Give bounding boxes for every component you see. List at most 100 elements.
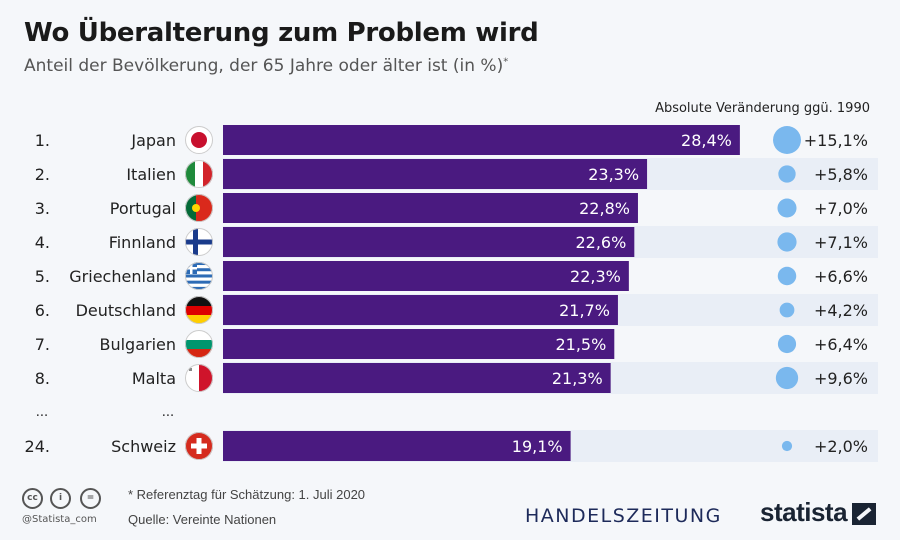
change-bubble — [777, 334, 797, 354]
bar — [223, 193, 638, 223]
flag-part — [185, 267, 197, 270]
flag-part — [185, 277, 213, 281]
flag-part — [185, 364, 199, 392]
flag-part — [185, 283, 213, 287]
country-label: Malta — [132, 369, 176, 388]
bar-value-label: 23,3% — [588, 165, 639, 184]
change-bubble — [773, 126, 801, 154]
change-label: +15,1% — [804, 131, 868, 150]
subtitle-mark: * — [503, 56, 509, 68]
statista-handle: @Statista_com — [22, 514, 97, 525]
change-label: +7,0% — [814, 199, 868, 218]
flag-border — [185, 432, 213, 460]
rank-label: 5. — [35, 267, 50, 286]
flag-border — [185, 296, 213, 324]
cc-noderivs-icon: = — [80, 488, 101, 509]
bar-value-label: 22,3% — [570, 267, 621, 286]
bulgaria-flag — [185, 330, 213, 358]
bar-value-label: 21,7% — [559, 301, 610, 320]
country-label: Griechenland — [69, 267, 176, 286]
rank-label: 4. — [35, 233, 50, 252]
change-bubble — [777, 198, 797, 218]
change-label: +6,4% — [814, 335, 868, 354]
rank-label: 8. — [35, 369, 50, 388]
change-bubble — [777, 232, 797, 252]
italy-flag — [185, 160, 213, 188]
flag-body — [185, 262, 213, 290]
bar-chart: 1. Japan 28,4% +15,1% 2. Italien 23,3% +5,8% 3. P… — [25, 125, 878, 462]
country-label: Finnland — [109, 233, 176, 252]
change-label: +5,8% — [814, 165, 868, 184]
bar — [223, 363, 611, 393]
country-label: Portugal — [110, 199, 176, 218]
change-bubble — [775, 366, 799, 390]
statista-logo-icon — [852, 503, 876, 525]
rank-ellipsis: ... — [36, 405, 48, 420]
flag-border — [185, 160, 213, 188]
flag-part — [189, 368, 192, 371]
change-bubble — [779, 302, 795, 318]
flag-part — [185, 340, 213, 349]
change-header: Absolute Veränderung ggü. 1990 — [655, 101, 870, 116]
flag-body — [185, 194, 213, 222]
bar — [223, 295, 618, 325]
bar-value-label: 28,4% — [681, 131, 732, 150]
bar — [223, 261, 629, 291]
flag-part — [185, 274, 213, 278]
flag-part — [195, 160, 203, 188]
country-label: Japan — [130, 131, 176, 150]
germany-flag — [185, 296, 213, 324]
rank-label: 24. — [25, 437, 50, 456]
bar — [223, 125, 740, 155]
flag-body — [185, 330, 213, 358]
change-label: +7,1% — [814, 233, 868, 252]
flag-border — [185, 364, 213, 392]
rank-label: 6. — [35, 301, 50, 320]
malta-flag — [185, 364, 213, 392]
flag-border — [185, 194, 213, 222]
change-label: +6,6% — [814, 267, 868, 286]
rank-label: 3. — [35, 199, 50, 218]
change-label: +2,0% — [814, 437, 868, 456]
flag-part — [185, 306, 213, 315]
footnote: * Referenztag für Schätzung: 1. Juli 202… — [128, 487, 366, 502]
country-label: Schweiz — [111, 437, 176, 456]
switzerland-flag — [185, 432, 213, 460]
country-ellipsis: ... — [162, 405, 174, 420]
bar-value-label: 21,5% — [555, 335, 606, 354]
flag-part — [185, 268, 213, 272]
finland-flag — [185, 228, 213, 256]
flag-part — [185, 160, 195, 188]
flag-part — [185, 239, 213, 245]
rank-label: 7. — [35, 335, 50, 354]
flag-part — [185, 330, 213, 340]
change-bubble — [777, 266, 797, 286]
bar — [223, 227, 635, 257]
flag-part — [185, 296, 213, 306]
handelszeitung-logo: HANDELSZEITUNG — [525, 505, 722, 527]
chart-subtitle: Anteil der Bevölkerung, der 65 Jahre ode… — [24, 56, 508, 76]
source: Quelle: Vereinte Nationen — [128, 512, 277, 527]
statista-logo: statista — [760, 497, 848, 527]
flag-border — [185, 262, 213, 290]
bar-value-label: 21,3% — [552, 369, 603, 388]
cc-license-icon: cc — [22, 488, 43, 509]
change-bubble — [781, 440, 793, 452]
portugal-flag — [185, 194, 213, 222]
flag-part — [199, 364, 213, 392]
flag-part — [191, 132, 207, 148]
flag-part — [203, 160, 213, 188]
rank-label: 1. — [35, 131, 50, 150]
flag-part — [185, 262, 213, 266]
change-label: +9,6% — [814, 369, 868, 388]
japan-flag — [185, 126, 213, 154]
flag-part — [185, 265, 213, 269]
flag-border — [185, 330, 213, 358]
flag-border — [185, 228, 213, 256]
change-label: +4,2% — [814, 301, 868, 320]
flag-body — [185, 160, 213, 188]
flag-border — [185, 126, 213, 154]
flag-part — [185, 286, 213, 290]
chart-title: Wo Überalterung zum Problem wird — [24, 18, 539, 48]
flag-part — [192, 204, 200, 212]
